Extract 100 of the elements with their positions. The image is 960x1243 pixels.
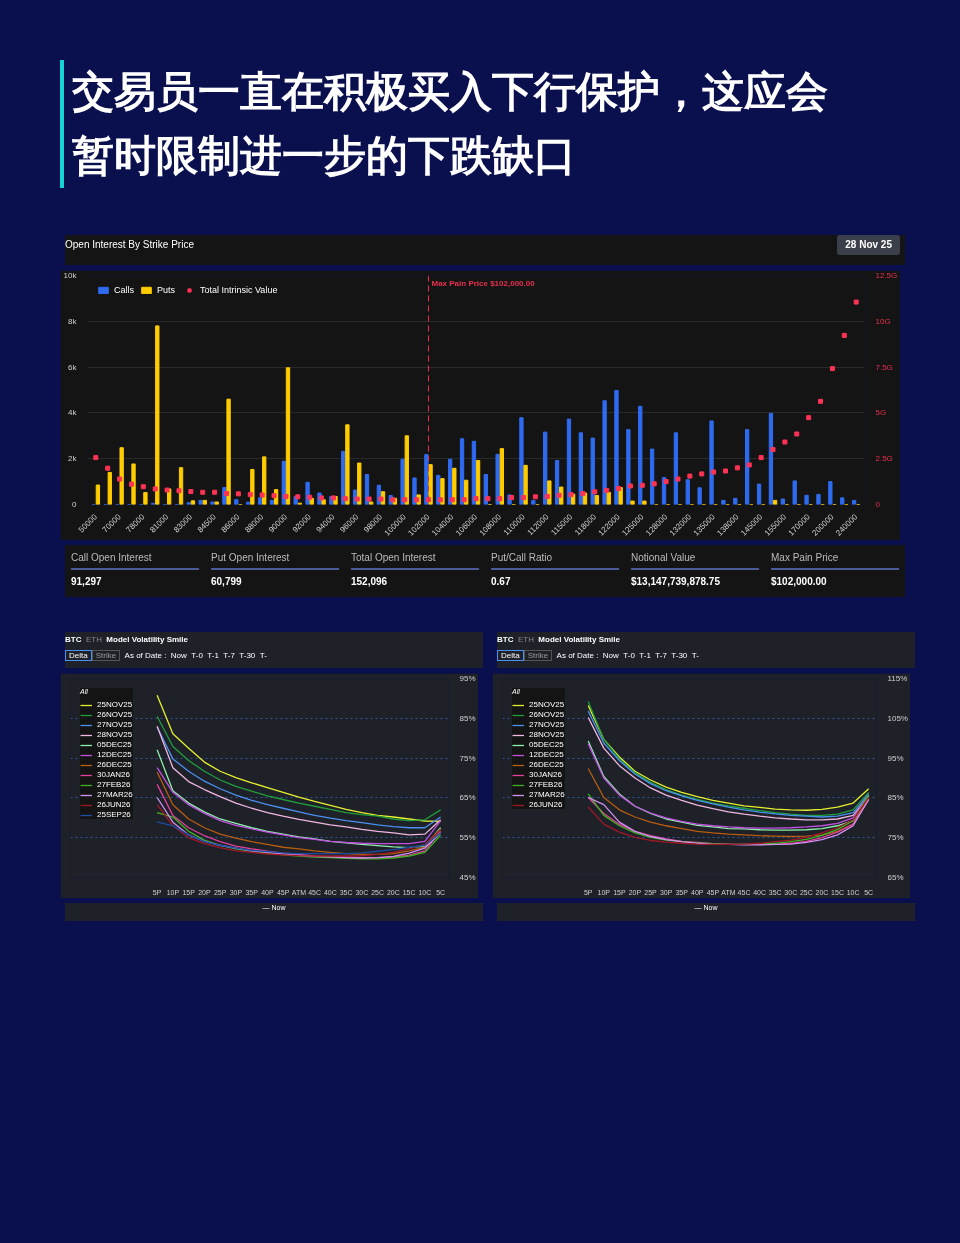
y-tick-label: 0 (72, 500, 78, 509)
bar (523, 464, 528, 505)
y-tick-label: 65% (887, 873, 904, 882)
y-tick-label: 8k (68, 316, 78, 326)
y-tick-label: 65% (459, 793, 476, 803)
bar (697, 487, 702, 505)
text: Max Pain Price (771, 551, 899, 571)
legend-label: 12DEC25 (529, 750, 564, 759)
legend-label: 27NOV25 (97, 720, 133, 729)
legend-label: 28NOV25 (529, 730, 565, 739)
y2-tick-label: 7.5G (875, 362, 893, 372)
y-tick-label: 105% (887, 713, 908, 723)
text: Strike (91, 650, 121, 661)
bar (733, 497, 738, 505)
legend-label: 05DEC25 (529, 740, 564, 749)
legend-label: 27MAR26 (97, 790, 133, 799)
y-tick-label: 75% (887, 833, 904, 843)
legend-label: 25SEP26 (97, 810, 131, 819)
y-tick-label: 55% (459, 833, 476, 843)
legend-label: Total Intrinsic Value (200, 285, 278, 295)
line-series (156, 771, 442, 856)
y-tick-label: 85% (887, 793, 904, 803)
legend-label: 05DEC25 (97, 740, 132, 749)
text: Strike (523, 650, 553, 661)
bar (95, 484, 101, 505)
bar (404, 435, 409, 505)
legend-label: 27NOV25 (529, 720, 565, 729)
text: ETH (517, 635, 534, 644)
legend-label: 28NOV25 (97, 730, 133, 739)
bar (198, 499, 203, 505)
legend-label: 30JAN26 (529, 770, 562, 779)
text: BTC (65, 635, 82, 644)
text: Total Open Interest (351, 551, 479, 571)
text: As of Date : Now T-0 T-1 T-7 T-30 T- (124, 651, 267, 660)
text: 0.67 (491, 575, 512, 590)
y-tick-label: 85% (459, 713, 476, 723)
y-tick-label: 115% (887, 674, 908, 683)
legend-label: 27MAR26 (529, 790, 565, 799)
bar (210, 501, 215, 505)
y2-tick-label: 10G (875, 316, 891, 326)
text: Put/Call Ratio (491, 551, 619, 571)
bar (816, 493, 821, 505)
bar (519, 417, 524, 505)
bar (638, 405, 643, 505)
bar (780, 498, 785, 505)
text: 152,096 (351, 575, 389, 590)
y-tick-label: 4k (68, 408, 78, 418)
text: Delta (497, 650, 524, 661)
y-tick-label: 6k (68, 362, 78, 372)
bar (840, 497, 845, 505)
bar (543, 431, 548, 505)
text: As of Date : Now T-0 T-1 T-7 T-30 T- (556, 651, 699, 660)
ref-line-label: Max Pain Price $102,000.00 (431, 278, 536, 288)
line-series (156, 804, 442, 857)
bar (642, 500, 647, 505)
y-tick-label: 45% (459, 873, 476, 882)
bar (792, 480, 797, 505)
legend-label: 25NOV25 (529, 700, 565, 709)
bar (618, 487, 623, 505)
y-tick-label: 95% (459, 674, 476, 683)
y-tick-label: 75% (459, 753, 476, 763)
legend-label: 12DEC25 (97, 750, 132, 759)
y2-tick-label: 2.5G (875, 454, 893, 464)
legend-label: 26JUN26 (97, 800, 131, 809)
bar (804, 494, 809, 505)
legend-label: 26DEC25 (529, 760, 564, 769)
text: $13,147,739,878.75 (631, 575, 721, 590)
text: BTC (497, 635, 514, 644)
y2-tick-label: 12.5G (875, 271, 898, 280)
legend-label: Puts (157, 285, 177, 295)
chart-subtitle: Open Interest By Strike Price (65, 238, 194, 252)
bar (214, 501, 219, 505)
text: ETH (85, 635, 102, 644)
legend-label: 25NOV25 (97, 700, 133, 709)
legend-label: 27FEB26 (97, 780, 131, 789)
line-series (156, 749, 442, 849)
bar (190, 500, 196, 505)
text: 28 Nov 25 (837, 235, 900, 256)
bar (428, 464, 433, 505)
chart-title: Model Volatility Smile (106, 635, 189, 644)
bar (285, 367, 291, 505)
legend-label: 30JAN26 (97, 770, 130, 779)
text: Delta (65, 650, 92, 661)
text: $102,000.00 (771, 575, 828, 590)
text: 91,297 (71, 575, 103, 590)
bar (226, 398, 231, 505)
text: 60,799 (211, 575, 243, 590)
bar (630, 500, 635, 505)
bar (119, 447, 124, 505)
y-tick-label: 95% (887, 753, 904, 763)
legend-label: Calls (114, 285, 135, 295)
chart-title: Model Volatility Smile (538, 635, 621, 644)
chart-title: 交易员一直在积极买入下行保护，这应会暂时限制进一步的下跌缺口 (60, 60, 860, 188)
y2-tick-label: 0 (875, 500, 881, 509)
line-series (156, 821, 442, 855)
text: Call Open Interest (71, 551, 199, 571)
bar (756, 483, 762, 505)
legend-label: 26DEC25 (97, 760, 132, 769)
text: Put Open Interest (211, 551, 339, 571)
y-tick-label: 2k (68, 454, 78, 464)
